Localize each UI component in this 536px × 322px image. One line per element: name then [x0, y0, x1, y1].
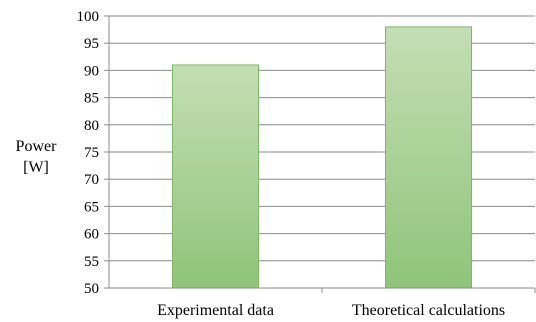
y-tick-label-75: 75: [84, 145, 99, 161]
y-tick-label-60: 60: [84, 227, 99, 243]
x-category-label-1: Theoretical calculations: [352, 302, 505, 319]
y-tick-label-70: 70: [84, 172, 99, 188]
bars: [172, 26, 472, 289]
bar-1: [385, 26, 472, 289]
y-tick-label-100: 100: [77, 9, 100, 25]
x-category-label-0: Experimental data: [157, 302, 274, 319]
x-category-labels: Experimental data Theoretical calculation…: [157, 302, 505, 319]
y-axis-label-line-1: Power: [16, 138, 58, 155]
y-tick-label-50: 50: [84, 281, 99, 297]
y-tick-label-85: 85: [84, 91, 99, 107]
y-tick-label-65: 65: [84, 199, 99, 215]
axes: [108, 16, 536, 293]
y-axis-label-line-2: [W]: [23, 159, 49, 176]
y-tick-label-90: 90: [84, 63, 99, 79]
y-tick-label-55: 55: [84, 254, 99, 270]
y-tick-label-95: 95: [84, 36, 99, 52]
y-tick-label-80: 80: [84, 118, 99, 134]
y-tick-labels: 50 55 60 65 70 75 80 85 90 95 100: [77, 9, 100, 297]
bar-0: [172, 64, 259, 289]
